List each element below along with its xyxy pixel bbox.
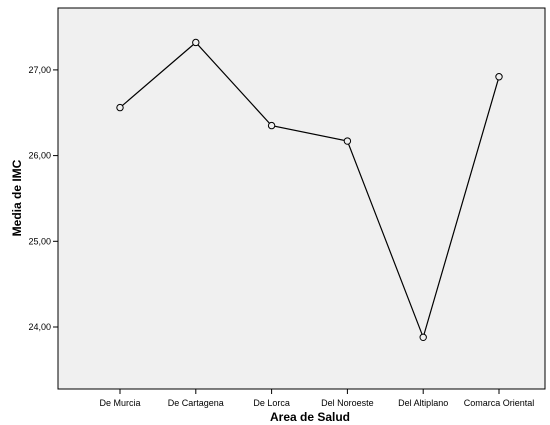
data-point (419, 333, 427, 341)
y-tick-label: 24,00 (28, 322, 51, 332)
y-tick-label: 26,00 (28, 151, 51, 161)
x-tick-label: Del Noroeste (321, 398, 374, 408)
data-point (116, 103, 124, 112)
y-axis-title: Media de IMC (10, 159, 24, 236)
y-tick-label: 27,00 (28, 65, 51, 75)
data-point (192, 38, 200, 47)
x-axis-ticks: De Murcia De Cartagena De Lorca Del Noroest… (99, 389, 534, 408)
plot-area (57, 7, 546, 390)
x-tick-label: De Cartagena (168, 398, 224, 408)
x-axis-title: Area de Salud (270, 410, 350, 424)
data-point (267, 121, 276, 130)
y-tick-label: 25,00 (28, 236, 51, 246)
data-point (343, 137, 352, 145)
data-points (116, 38, 503, 341)
x-tick-label: Comarca Oriental (464, 398, 535, 408)
x-tick-label: De Lorca (253, 398, 290, 408)
y-axis-ticks: 24,00 25,00 26,00 27,00 (28, 65, 58, 332)
x-tick-label: Del Altiplano (398, 398, 448, 408)
x-tick-label: De Murcia (99, 398, 140, 408)
series-line (119, 41, 500, 340)
data-point (495, 73, 503, 81)
